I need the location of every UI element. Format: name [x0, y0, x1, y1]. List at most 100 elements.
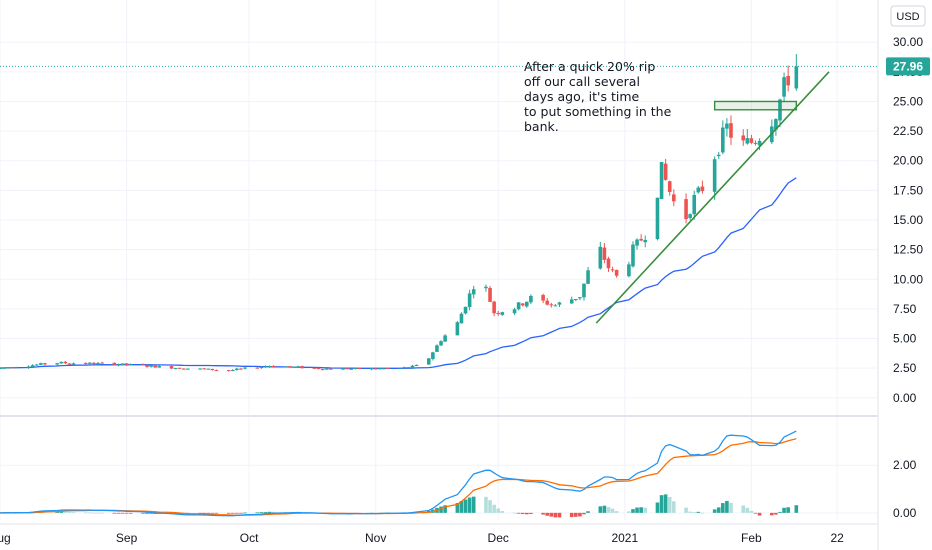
price-tick-label: 15.00 [893, 213, 923, 227]
annotation-text: After a quick 20% rip off our call sever… [524, 59, 675, 134]
candle-body [414, 364, 419, 366]
candle-body [141, 364, 145, 366]
macd-histogram-bar [226, 512, 231, 514]
candle-body [500, 312, 505, 315]
macd-histogram-bar [463, 499, 468, 513]
macd-histogram-bar [598, 506, 603, 513]
price-tick-label: 12.50 [893, 243, 923, 257]
macd-histogram-bar [520, 512, 525, 514]
macd-histogram-bar [210, 512, 215, 514]
macd-histogram-bar [667, 497, 672, 513]
macd-histogram-bar [569, 512, 574, 518]
candle-body [688, 214, 692, 218]
last-price-label: 27.96 [893, 59, 923, 73]
candle-body [635, 239, 639, 246]
candle-body [369, 368, 374, 370]
macd-histogram-bar [500, 511, 505, 513]
macd-histogram-bar [263, 511, 268, 513]
macd-histogram-bar [496, 508, 501, 513]
candle-body [124, 363, 129, 365]
macd-histogram-bar [672, 501, 676, 513]
candle-body [259, 366, 264, 369]
candle-body [100, 362, 104, 364]
macd-histogram-bar [55, 511, 59, 513]
candle-body [520, 303, 525, 306]
signal-line [0, 438, 797, 516]
candle-body [157, 366, 162, 368]
candle-body [684, 199, 688, 220]
candle-body [721, 127, 725, 153]
candle-body [34, 364, 39, 366]
candle-body [700, 186, 705, 192]
last-price-badge: 27.96 [886, 57, 930, 76]
candle-body [173, 368, 178, 370]
macd-histogram-bar [774, 512, 778, 515]
candle-body [549, 304, 554, 306]
candle-body [643, 239, 648, 243]
candle-body [578, 297, 582, 299]
candle-body [488, 288, 492, 302]
macd-histogram-bar [459, 501, 464, 513]
candle-body [492, 301, 496, 314]
macd-histogram-bar [149, 512, 153, 514]
candle-body [373, 368, 378, 370]
macd-histogram-bar [770, 512, 774, 516]
macd-histogram-bar [614, 511, 619, 513]
candle-body [292, 366, 296, 368]
support-trendline [595, 71, 830, 324]
candle-body [667, 181, 672, 192]
candle-body [512, 309, 517, 314]
macd-histogram-bar [574, 512, 578, 517]
candle-body [67, 363, 72, 365]
candle-body [484, 286, 488, 289]
candle-body [757, 140, 762, 146]
candle-body [30, 365, 35, 367]
macd-histogram-bar [239, 512, 243, 514]
candle-body [753, 142, 758, 144]
candle-body [655, 197, 660, 240]
candle-body [271, 365, 276, 367]
drawing-tools [595, 71, 830, 324]
time-tick-label: Nov [365, 531, 386, 545]
candle-body [663, 163, 668, 180]
candle-body [749, 138, 754, 143]
price-tick-label: 22.50 [893, 124, 923, 138]
price-tick-label: 5.00 [893, 332, 917, 346]
candle-body [83, 362, 88, 364]
candle-body [88, 362, 92, 364]
macd-histogram-bar [700, 512, 705, 514]
macd-histogram-bar [439, 506, 443, 513]
candle-body [120, 363, 125, 365]
macd-histogram-bar [67, 512, 72, 513]
macd-histogram-bar [92, 512, 96, 514]
candle-body [602, 247, 607, 260]
macd-histogram-bar [206, 512, 211, 514]
candle-body [496, 313, 501, 315]
time-tick-label: Dec [488, 531, 509, 545]
macd-histogram-bar [267, 511, 272, 513]
macd-histogram-bar [794, 505, 799, 513]
macd-histogram-bar [716, 507, 721, 513]
macd-histogram-bar [63, 511, 68, 513]
macd-histogram-bar [141, 512, 145, 514]
candle-body [153, 365, 157, 368]
macd-line [0, 430, 797, 517]
candle-body [455, 322, 460, 336]
macd-histogram-bar [255, 512, 260, 514]
candle-body [206, 368, 211, 370]
time-tick-label: Oct [240, 531, 259, 545]
candle-body [284, 366, 288, 368]
macd-histogram-bar [684, 507, 688, 513]
candle-body [672, 194, 676, 202]
macd-histogram-bar [529, 512, 533, 514]
candle-body [582, 283, 586, 298]
candle-body [435, 345, 439, 352]
currency-button[interactable]: USD [890, 5, 926, 27]
annotation-line-5: bank. [524, 119, 559, 134]
candle-body [71, 363, 76, 365]
candle-body [116, 364, 121, 366]
candle-body [324, 368, 329, 370]
macd-histogram-bar [586, 511, 590, 513]
candle-body [239, 368, 243, 370]
candle-body [402, 367, 407, 369]
